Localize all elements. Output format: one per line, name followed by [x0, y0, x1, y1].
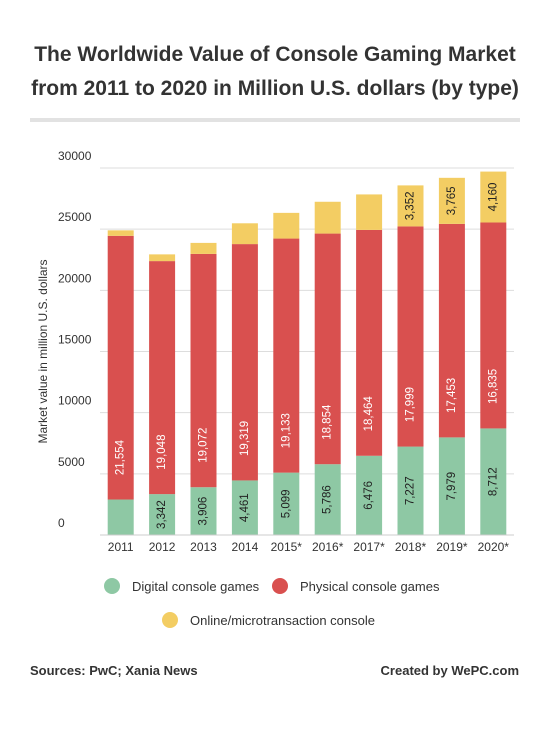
data-label-digital: 5,099	[280, 489, 292, 518]
bar-segment-physical	[356, 229, 383, 456]
bar-segment-online	[149, 254, 176, 262]
bar-segment-physical	[231, 244, 258, 481]
title-divider	[30, 118, 520, 122]
y-axis-label: Market value in million U.S. dollars	[36, 259, 50, 443]
y-tick-label: 10000	[58, 394, 92, 408]
x-tick-label: 2017*	[353, 540, 385, 554]
legend-label-physical: Physical console games	[300, 578, 440, 594]
data-label-physical: 18,854	[322, 404, 334, 440]
data-label-physical: 19,048	[156, 435, 168, 470]
x-tick-label: 2018*	[395, 540, 427, 554]
y-tick-label: 5000	[58, 455, 85, 469]
data-label-physical: 16,835	[487, 369, 499, 404]
bar-segment-physical	[149, 261, 176, 495]
bar-segment-online	[273, 212, 300, 239]
bar-segment-digital	[273, 472, 300, 535]
bar-segment-digital	[480, 428, 507, 535]
bar-segment-online	[356, 194, 383, 230]
data-label-digital: 4,461	[239, 493, 251, 522]
data-label-physical: 21,554	[115, 439, 127, 475]
bar-segment-digital	[438, 437, 465, 535]
data-label-physical: 17,999	[405, 387, 417, 422]
bar-segment-physical	[273, 238, 300, 473]
bar-segment-physical	[314, 233, 341, 465]
data-label-digital: 6,476	[363, 481, 375, 510]
x-tick-label: 2014	[232, 540, 259, 554]
y-tick-label: 25000	[58, 210, 92, 224]
legend-label-digital: Digital console games	[132, 578, 260, 594]
bar-segment-online	[107, 230, 134, 236]
bar-segment-digital	[190, 487, 217, 535]
bar-segment-physical	[107, 235, 134, 500]
legend-swatch-physical	[272, 578, 288, 594]
legend-swatch-digital	[104, 578, 120, 594]
bar-segment-physical	[397, 226, 424, 447]
bar-segment-digital	[356, 455, 383, 535]
bar-segment-digital	[149, 494, 176, 535]
x-tick-label: 2015*	[271, 540, 303, 554]
data-label-physical: 18,464	[363, 396, 375, 432]
data-label-digital: 8,712	[487, 467, 499, 496]
data-label-digital: 3,906	[198, 497, 210, 526]
legend-label-online: Online/microtransaction console	[190, 612, 375, 628]
footer-sources: Sources: PwC; Xania News	[30, 663, 198, 678]
data-label-physical: 19,133	[280, 413, 292, 448]
bar-segment-online	[231, 223, 258, 245]
bar-segment-digital	[107, 499, 134, 535]
bar-segment-digital	[314, 464, 341, 535]
data-label-online: 3,765	[446, 186, 458, 215]
data-label-online: 3,352	[405, 192, 417, 221]
bar-segment-physical	[438, 223, 465, 438]
y-tick-label: 0	[58, 516, 65, 530]
data-label-physical: 19,072	[198, 428, 210, 463]
y-tick-label: 15000	[58, 333, 92, 347]
bar-segment-online	[397, 185, 424, 227]
bar-segment-online	[190, 242, 217, 254]
legend-item-digital: Digital console games	[104, 578, 259, 594]
data-label-physical: 19,319	[239, 421, 251, 456]
footer-credit: Created by WePC.com	[380, 663, 519, 678]
bar-segment-digital	[397, 446, 424, 535]
bar-segment-physical	[480, 222, 507, 429]
bar-segment-online	[480, 171, 507, 223]
x-tick-label: 2020*	[478, 540, 510, 554]
bar-segment-digital	[231, 480, 258, 535]
bar-segment-physical	[190, 253, 217, 488]
y-tick-label: 30000	[58, 149, 92, 163]
x-tick-label: 2016*	[312, 540, 344, 554]
bar-segment-online	[314, 201, 341, 234]
legend-item-online: Online/microtransaction console	[162, 612, 375, 628]
x-tick-label: 2019*	[436, 540, 468, 554]
data-label-digital: 3,342	[156, 500, 168, 529]
data-label-digital: 5,786	[322, 485, 334, 514]
y-tick-label: 20000	[58, 271, 92, 285]
data-label-digital: 7,979	[446, 472, 458, 501]
data-label-physical: 17,453	[446, 378, 458, 413]
data-label-online: 4,160	[487, 183, 499, 212]
chart-title-line2: from 2011 to 2020 in Million U.S. dollar…	[31, 77, 519, 100]
legend-item-physical: Physical console games	[272, 578, 439, 594]
chart-title-line1: The Worldwide Value of Console Gaming Ma…	[34, 43, 516, 66]
legend-swatch-online	[162, 612, 178, 628]
x-tick-label: 2013	[190, 540, 217, 554]
x-tick-label: 2012	[149, 540, 176, 554]
x-tick-label: 2011	[108, 540, 134, 554]
chart-title: The Worldwide Value of Console Gaming Ma…	[0, 38, 550, 106]
data-label-digital: 7,227	[405, 476, 417, 505]
bar-segment-online	[438, 177, 465, 224]
